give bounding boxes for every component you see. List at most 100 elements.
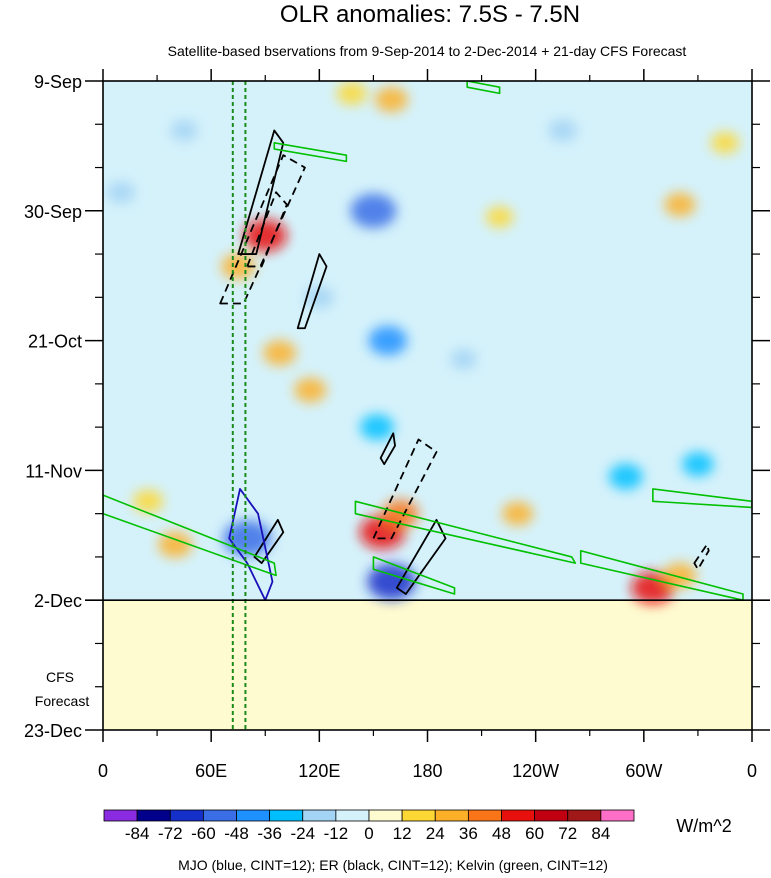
anomaly-blob [631,571,675,605]
colorbar-swatch [269,809,304,822]
legend-note: MJO (blue, CINT=12); ER (black, CINT=12)… [178,857,608,873]
colorbar: -84 -72 -60 -48 -36 -24 -12 0 12 24 36 48 60 72 84 [103,809,635,843]
kelvin-contour [372,556,456,595]
anomaly-blob [682,452,714,477]
y-tick-label: 2-Dec [34,591,82,611]
colorbar-swatch [534,809,569,822]
er-contour [372,438,438,540]
anomaly-blob [221,253,256,280]
kelvin-contour [652,488,752,509]
forecast-label-line1: CFS [46,669,74,685]
anomaly-blob [548,119,578,142]
longitude-markers [231,81,247,730]
x-tick-label: 120W [512,761,559,781]
anomaly-blob [663,562,697,589]
colorbar-swatch [169,809,204,822]
kelvin-contour [354,500,577,564]
forecast-label-line2: Forecast [35,693,90,709]
x-tick-label: 0 [98,761,108,781]
colorbar-label: 24 [426,824,445,843]
colorbar-label: 12 [393,824,412,843]
er-contour [296,253,328,330]
colorbar-swatch [401,809,436,822]
wave-contours [103,81,752,602]
anomaly-blob [106,181,136,204]
colorbar-label: -24 [290,824,315,843]
colorbar-swatch [600,809,635,822]
colorbar-label: 0 [364,824,373,843]
er-contour [219,154,306,305]
anomaly-blob [710,131,740,154]
anomaly-blob [336,81,367,106]
colorbar-swatch [501,809,536,822]
anomaly-blob [367,563,416,600]
colorbar-units: W/m^2 [676,816,731,836]
kelvin-contour [466,81,501,95]
colorbar-label: 48 [492,824,511,843]
colorbar-label: -36 [257,824,282,843]
y-tick-label: 30-Sep [24,202,82,222]
colorbar-label: 84 [591,824,610,843]
y-axis: 9-Sep 30-Sep 21-Oct 11-Nov 2-Dec 23-Dec [24,72,82,741]
anomaly-blob [360,414,395,441]
anomaly-blob [304,286,335,309]
colorbar-swatch [103,809,138,822]
axis-ticks [85,69,770,742]
chart-subtitle: Satellite-based bservations from 9-Sep-2… [168,43,687,59]
er-contour [693,543,710,571]
plot-area [85,80,770,731]
observation-background [103,81,752,601]
anomaly-blob [608,463,643,490]
anomaly-blob [132,489,164,513]
anomaly-blob [502,501,534,526]
anomaly-blob [263,340,297,366]
anomaly-blob [368,325,408,356]
anomaly-blob [350,193,397,228]
anomaly-blob [158,531,193,558]
colorbar-swatch [467,809,502,822]
er-contour [253,518,285,565]
colorbar-swatch [136,809,171,822]
chart-title: OLR anomalies: 7.5S - 7.5N [280,1,580,28]
colorbar-swatch [236,809,271,822]
er-contour [379,432,396,466]
x-tick-label: 60W [625,761,662,781]
anomaly-blob [243,219,287,252]
colorbar-label: 72 [558,824,577,843]
colorbar-label: -60 [191,824,216,843]
kelvin-contour [273,142,348,163]
colorbar-label: -48 [224,824,249,843]
colorbar-swatch [567,809,602,822]
x-axis: 0 60E 120E 180 120W 60W 0 [98,761,757,781]
er-contour [237,129,285,255]
colorbar-label: -72 [158,824,183,843]
x-tick-label: 120E [298,761,340,781]
er-contour [246,191,288,268]
y-tick-label: 23-Dec [24,721,82,741]
x-tick-label: 60E [195,761,227,781]
anomaly-blob [374,86,408,113]
anomaly-field [106,81,740,605]
colorbar-swatch [434,809,469,822]
colorbar-swatch [335,809,370,822]
er-contour [395,518,447,595]
colorbar-swatch [368,809,403,822]
anomaly-blob [664,192,696,217]
kelvin-contour [103,494,277,577]
colorbar-label: -84 [125,824,150,843]
mjo-contour [228,488,274,602]
colorbar-label: 36 [459,824,478,843]
colorbar-swatch [202,809,237,822]
anomaly-blob [450,348,477,370]
colorbar-label: -12 [324,824,349,843]
colorbar-label: 60 [525,824,544,843]
y-tick-label: 11-Nov [25,461,82,481]
anomaly-blob [294,377,327,403]
y-tick-label: 21-Oct [28,332,82,352]
anomaly-blob [170,119,198,142]
colorbar-swatch [302,809,337,822]
y-tick-label: 9-Sep [34,72,82,92]
x-tick-label: 0 [747,761,757,781]
anomaly-blob [485,206,514,228]
